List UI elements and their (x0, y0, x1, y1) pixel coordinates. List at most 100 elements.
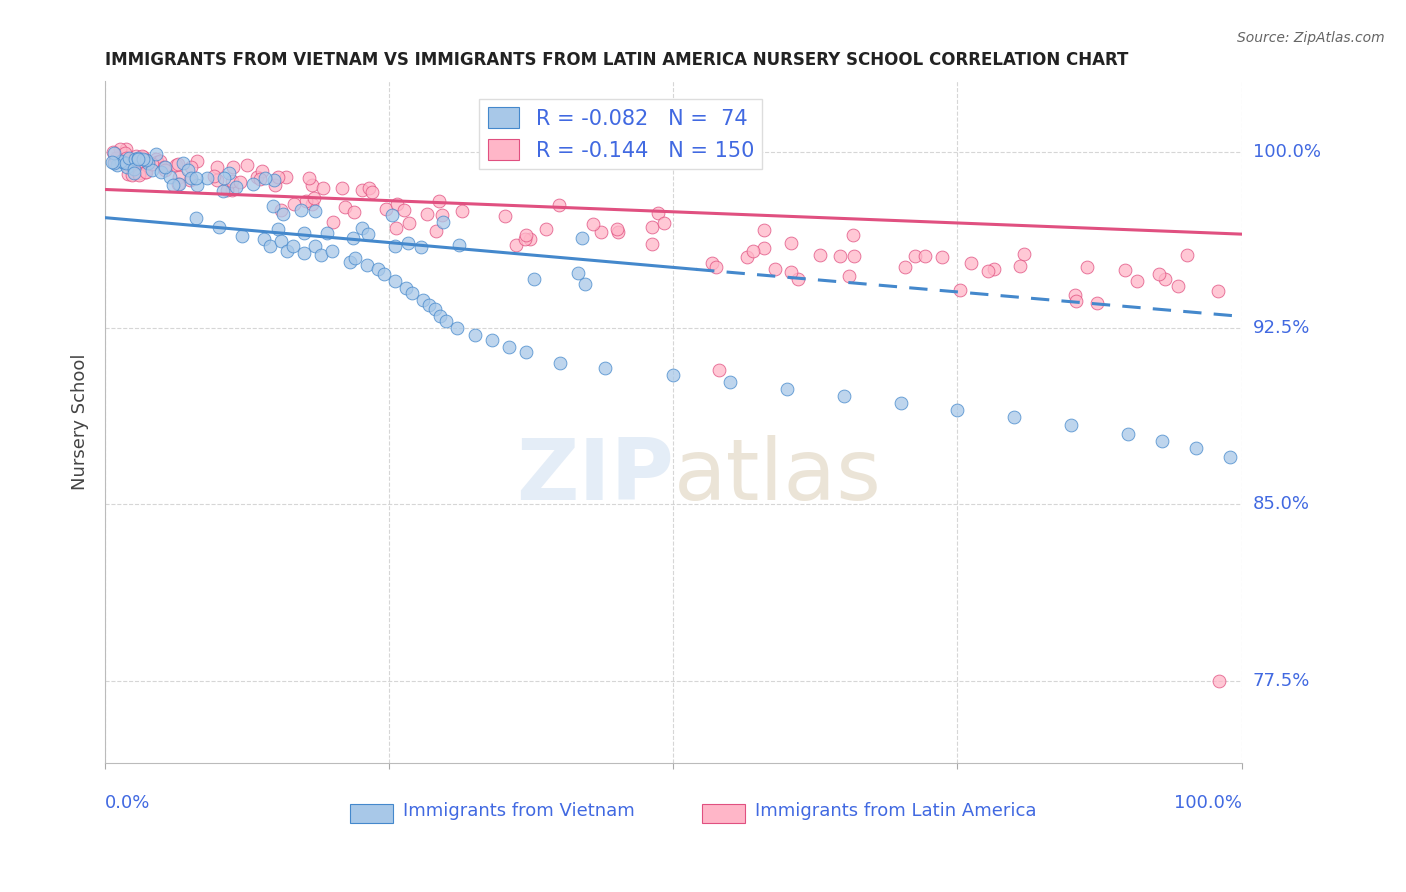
Point (131, 149, 153, 163)
Point (763, 261, 786, 276)
Point (301, 196, 323, 211)
Point (1114, 263, 1136, 277)
Point (271, 207, 294, 221)
Point (202, 169, 225, 183)
Text: 0.0%: 0.0% (105, 794, 150, 812)
Point (432, 215, 454, 229)
Point (343, 205, 366, 219)
Point (304, 239, 326, 253)
Point (593, 361, 616, 376)
Point (298, 171, 321, 186)
Point (416, 207, 439, 221)
Point (103, 156, 125, 170)
Point (159, 169, 181, 184)
Point (167, 178, 190, 192)
Point (960, 256, 983, 270)
Point (211, 184, 233, 198)
Point (242, 177, 264, 191)
Point (117, 151, 139, 165)
Point (392, 202, 415, 217)
Point (434, 314, 457, 328)
Point (292, 246, 315, 260)
Point (515, 344, 537, 359)
Point (150, 164, 173, 178)
Point (267, 169, 290, 184)
Point (384, 239, 406, 253)
Point (105, 151, 128, 165)
Point (662, 368, 685, 383)
Point (217, 183, 239, 197)
Point (451, 203, 474, 218)
Point (357, 227, 380, 241)
Point (127, 152, 149, 166)
Text: Immigrants from Vietnam: Immigrants from Vietnam (404, 802, 634, 820)
Point (101, 145, 124, 159)
Point (250, 164, 273, 178)
Point (304, 203, 326, 218)
Point (808, 247, 831, 261)
Point (229, 174, 252, 188)
Point (718, 376, 741, 390)
Point (1208, 284, 1230, 298)
Point (172, 155, 194, 169)
Point (409, 240, 432, 254)
Point (449, 237, 471, 252)
Point (786, 272, 808, 286)
Point (707, 363, 730, 377)
Point (110, 154, 132, 169)
Legend: R = -0.082   N =  74, R = -0.144   N = 150: R = -0.082 N = 74, R = -0.144 N = 150 (479, 99, 762, 169)
Point (1219, 450, 1241, 465)
Point (367, 262, 389, 277)
Point (1167, 279, 1189, 293)
Point (427, 194, 450, 208)
Point (276, 244, 298, 258)
Point (983, 262, 1005, 277)
Point (114, 156, 136, 170)
Point (582, 217, 605, 231)
Point (186, 178, 208, 192)
Point (167, 170, 190, 185)
Point (505, 237, 527, 252)
Point (890, 396, 912, 410)
Point (742, 244, 765, 258)
Point (124, 155, 146, 169)
Point (322, 215, 344, 229)
Point (373, 267, 395, 281)
Point (135, 153, 157, 167)
Point (1002, 410, 1025, 425)
Point (332, 181, 354, 195)
Point (344, 251, 367, 265)
Point (519, 231, 541, 245)
Point (606, 222, 628, 236)
Text: 92.5%: 92.5% (1253, 319, 1310, 337)
Point (114, 148, 136, 162)
Point (398, 216, 420, 230)
Point (281, 239, 304, 253)
Point (235, 157, 257, 171)
Point (1010, 259, 1032, 273)
Point (567, 266, 589, 280)
Point (384, 221, 406, 235)
Point (339, 255, 361, 269)
Point (186, 154, 208, 169)
Point (145, 152, 167, 166)
Text: 100.0%: 100.0% (1174, 794, 1241, 812)
Text: 77.5%: 77.5% (1253, 672, 1310, 690)
Point (652, 216, 675, 230)
Point (122, 162, 145, 177)
Point (146, 154, 169, 169)
Point (180, 171, 202, 186)
Point (165, 158, 187, 172)
Point (221, 174, 243, 188)
Point (184, 211, 207, 225)
Point (259, 239, 281, 253)
Point (115, 151, 138, 165)
Text: IMMIGRANTS FROM VIETNAM VS IMMIGRANTS FROM LATIN AMERICA NURSERY SCHOOL CORRELAT: IMMIGRANTS FROM VIETNAM VS IMMIGRANTS FR… (105, 51, 1129, 69)
Point (177, 162, 200, 177)
Text: Immigrants from Latin America: Immigrants from Latin America (755, 802, 1036, 820)
Point (128, 166, 150, 180)
Point (270, 202, 292, 217)
Point (263, 173, 285, 187)
Point (103, 155, 125, 169)
Point (350, 183, 373, 197)
